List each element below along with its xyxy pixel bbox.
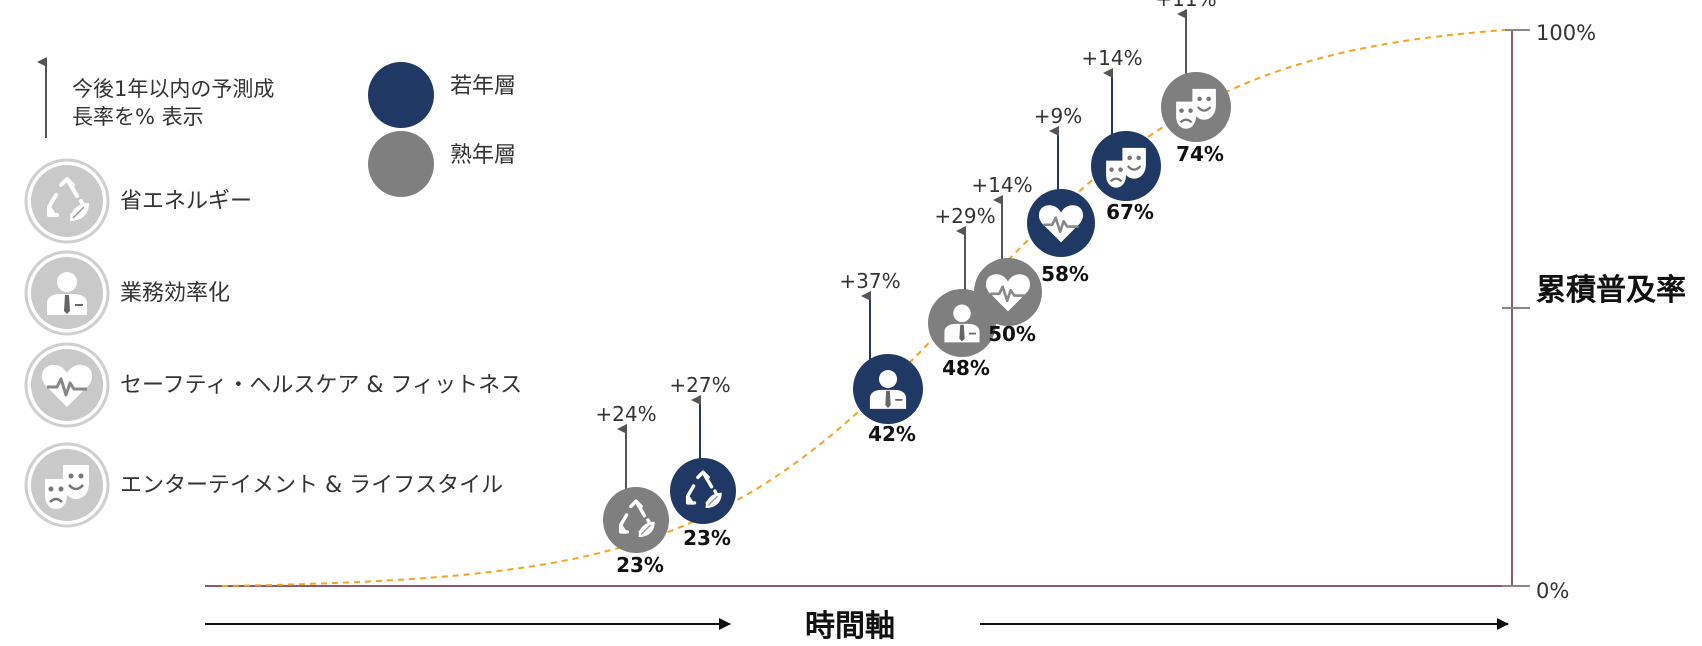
point-marker	[603, 487, 669, 553]
category-label: 省エネルギー	[120, 189, 252, 214]
adoption-label: 23%	[683, 526, 731, 550]
growth-label: +11%	[1155, 0, 1216, 11]
data-point: +24% 23%	[595, 402, 669, 577]
x-axis-label: 時間軸	[805, 609, 895, 644]
category-icon-bg	[31, 257, 103, 329]
growth-label: +14%	[1081, 46, 1142, 70]
category-icon-bg	[31, 165, 103, 237]
data-point: +14% 67%	[1081, 46, 1161, 224]
data-point: +14% 50%	[971, 173, 1042, 346]
group-swatch	[368, 131, 434, 197]
adoption-label: 48%	[942, 356, 990, 380]
adoption-label: 67%	[1106, 200, 1154, 224]
point-marker	[853, 354, 923, 424]
y-tick-label-0: 0%	[1536, 579, 1569, 603]
adoption-label: 23%	[616, 553, 664, 577]
group-label: 熟年層	[450, 143, 516, 168]
adoption-label: 50%	[988, 322, 1036, 346]
y-tick-label-100: 100%	[1536, 21, 1596, 45]
adoption-label: 42%	[868, 422, 916, 446]
growth-label: +14%	[971, 173, 1032, 197]
data-point: +9% 58%	[1027, 104, 1095, 286]
data-point: +37% 42%	[839, 269, 923, 446]
growth-arrow-legend: 今後1年以内の予測成 長率を% 表示	[37, 57, 274, 138]
category-label: 業務効率化	[120, 281, 230, 306]
adoption-label: 74%	[1176, 142, 1224, 166]
y-axis-label: 累積普及率	[1536, 273, 1686, 308]
growth-label: +9%	[1034, 104, 1083, 128]
category-label: エンターテイメント & ライフスタイル	[120, 473, 503, 498]
growth-label: +27%	[669, 373, 730, 397]
growth-label: +37%	[839, 269, 900, 293]
growth-label: +29%	[934, 204, 995, 228]
adoption-label: 58%	[1041, 262, 1089, 286]
group-label: 若年層	[450, 74, 516, 99]
legend-arrow-note-line2: 長率を% 表示	[72, 105, 204, 129]
group-swatch	[368, 62, 434, 128]
data-point: +11% 74%	[1155, 0, 1231, 166]
data-point: +27% 23%	[669, 373, 736, 550]
legend-arrow-note-line1: 今後1年以内の予測成	[72, 77, 274, 101]
growth-label: +24%	[595, 402, 656, 426]
data-points: +24% 23% +27% 23% +37% 42% +29% 48% +14% 50% +9% 58…	[595, 0, 1231, 577]
category-label: セーフティ・ヘルスケア & フィットネス	[120, 373, 522, 398]
point-marker	[670, 458, 736, 524]
